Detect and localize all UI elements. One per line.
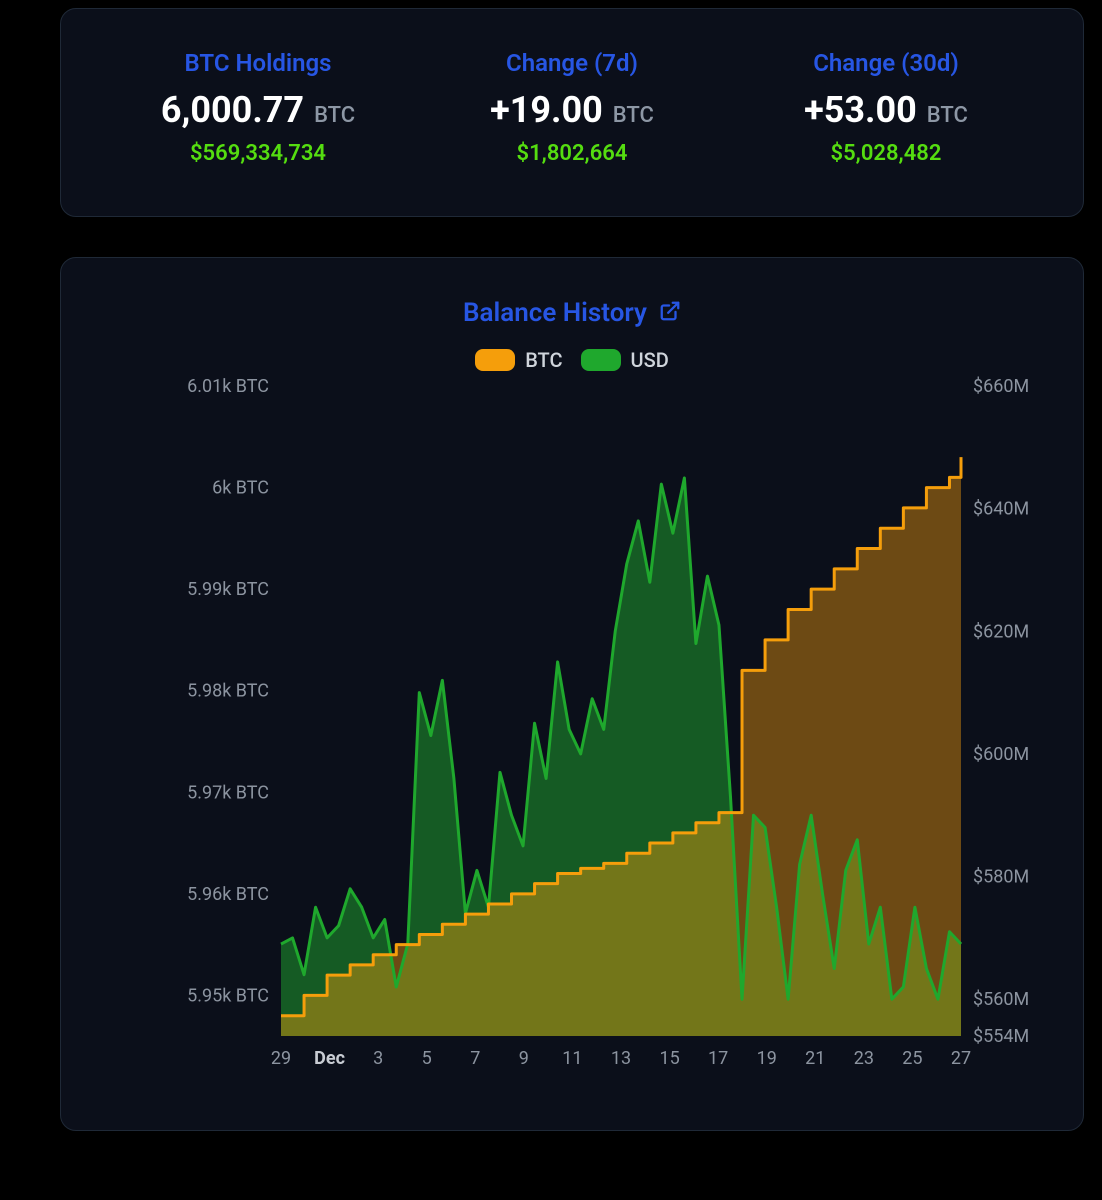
stat-change-30d: Change (30d) +53.00 BTC $5,028,482 bbox=[739, 49, 1033, 166]
x-tick: 23 bbox=[854, 1048, 874, 1069]
x-tick: 3 bbox=[373, 1048, 383, 1069]
y-right-tick: $660M bbox=[973, 376, 1029, 397]
stat-unit: BTC bbox=[927, 103, 968, 128]
stat-value: +53.00 bbox=[804, 89, 917, 131]
stat-label: Change (30d) bbox=[739, 49, 1033, 77]
y-right-tick: $600M bbox=[973, 744, 1029, 765]
stat-label: BTC Holdings bbox=[111, 49, 405, 77]
stat-value-line: +19.00 BTC bbox=[425, 89, 719, 131]
x-tick: 9 bbox=[519, 1048, 529, 1069]
x-tick: 29 bbox=[271, 1048, 291, 1069]
balance-chart: 5.95k BTC 5.96k BTC 5.97k BTC 5.98k BTC 5.99… bbox=[81, 376, 1061, 1096]
chart-title: Balance History bbox=[463, 298, 647, 328]
stat-usd: $5,028,482 bbox=[739, 141, 1033, 166]
y-left-tick: 5.97k BTC bbox=[187, 782, 269, 803]
chart-legend: BTC USD bbox=[81, 348, 1063, 372]
x-tick: 17 bbox=[708, 1048, 728, 1069]
x-tick: 15 bbox=[659, 1048, 679, 1069]
x-tick: Dec bbox=[314, 1048, 345, 1069]
stat-unit: BTC bbox=[613, 103, 654, 128]
chart-title-row: Balance History bbox=[81, 298, 1063, 328]
y-right-tick: $554M bbox=[973, 1026, 1029, 1047]
y-left-tick: 5.96k BTC bbox=[187, 884, 269, 905]
legend-item-usd[interactable]: USD bbox=[581, 348, 669, 372]
y-left-tick: 6k BTC bbox=[212, 478, 269, 499]
stat-usd: $569,334,734 bbox=[111, 141, 405, 166]
legend-text-usd: USD bbox=[631, 348, 669, 372]
external-link-icon[interactable] bbox=[659, 300, 681, 326]
stats-card: BTC Holdings 6,000.77 BTC $569,334,734 C… bbox=[60, 8, 1084, 217]
x-tick: 13 bbox=[611, 1048, 631, 1069]
stat-value-line: 6,000.77 BTC bbox=[111, 89, 405, 131]
y-right-tick: $580M bbox=[973, 867, 1029, 888]
x-tick: 27 bbox=[951, 1048, 971, 1069]
x-tick: 7 bbox=[470, 1048, 480, 1069]
y-right-tick: $640M bbox=[973, 499, 1029, 520]
y-left-tick: 5.95k BTC bbox=[187, 985, 269, 1006]
y-right-tick: $560M bbox=[973, 989, 1029, 1010]
x-tick: 19 bbox=[757, 1048, 777, 1069]
y-right-tick: $620M bbox=[973, 621, 1029, 642]
stat-value: +19.00 bbox=[490, 89, 603, 131]
chart-card: Balance History BTC USD 5.95k BTC 5.96k B… bbox=[60, 257, 1084, 1131]
stat-label: Change (7d) bbox=[425, 49, 719, 77]
stat-usd: $1,802,664 bbox=[425, 141, 719, 166]
legend-text-btc: BTC bbox=[525, 348, 562, 372]
legend-swatch-usd bbox=[581, 349, 621, 371]
stat-value-line: +53.00 BTC bbox=[739, 89, 1033, 131]
y-left-tick: 6.01k BTC bbox=[187, 376, 269, 397]
stat-holdings: BTC Holdings 6,000.77 BTC $569,334,734 bbox=[111, 49, 405, 166]
x-tick: 5 bbox=[422, 1048, 432, 1069]
y-left-tick: 5.98k BTC bbox=[187, 681, 269, 702]
stat-unit: BTC bbox=[314, 103, 355, 128]
y-left-tick: 5.99k BTC bbox=[187, 579, 269, 600]
stat-change-7d: Change (7d) +19.00 BTC $1,802,664 bbox=[425, 49, 719, 166]
stat-value: 6,000.77 bbox=[161, 89, 304, 131]
legend-swatch-btc bbox=[475, 349, 515, 371]
x-tick: 25 bbox=[902, 1048, 922, 1069]
legend-item-btc[interactable]: BTC bbox=[475, 348, 562, 372]
x-tick: 11 bbox=[562, 1048, 582, 1069]
x-tick: 21 bbox=[805, 1048, 825, 1069]
